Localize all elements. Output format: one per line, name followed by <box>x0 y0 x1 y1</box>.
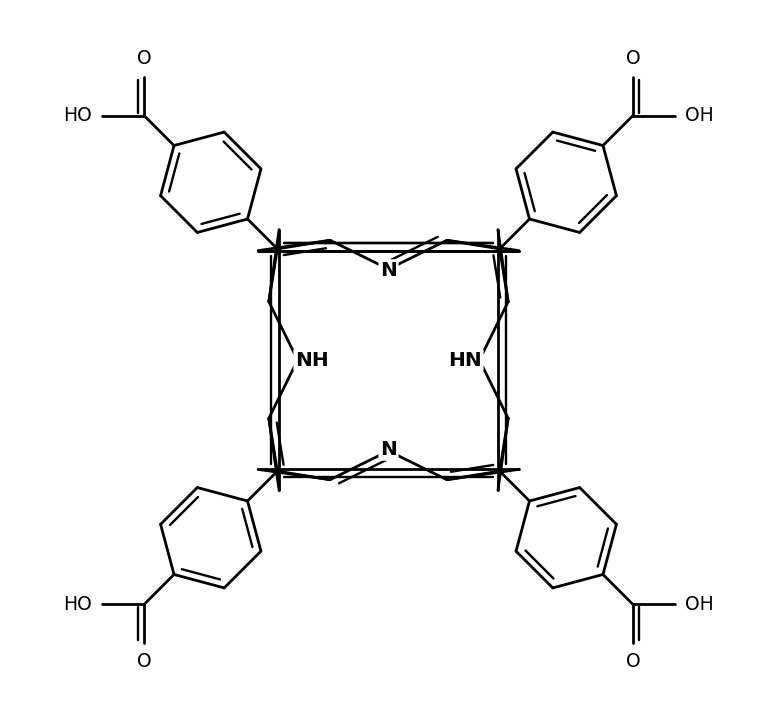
Text: HN: HN <box>448 351 482 369</box>
Text: HO: HO <box>63 595 92 614</box>
Text: O: O <box>625 49 640 68</box>
Text: OH: OH <box>685 106 714 125</box>
Text: OH: OH <box>685 595 714 614</box>
Text: O: O <box>137 49 152 68</box>
Text: HO: HO <box>63 106 92 125</box>
Text: N: N <box>380 440 397 459</box>
Text: NH: NH <box>295 351 329 369</box>
Text: O: O <box>625 652 640 671</box>
Text: O: O <box>137 652 152 671</box>
Text: N: N <box>380 261 397 280</box>
